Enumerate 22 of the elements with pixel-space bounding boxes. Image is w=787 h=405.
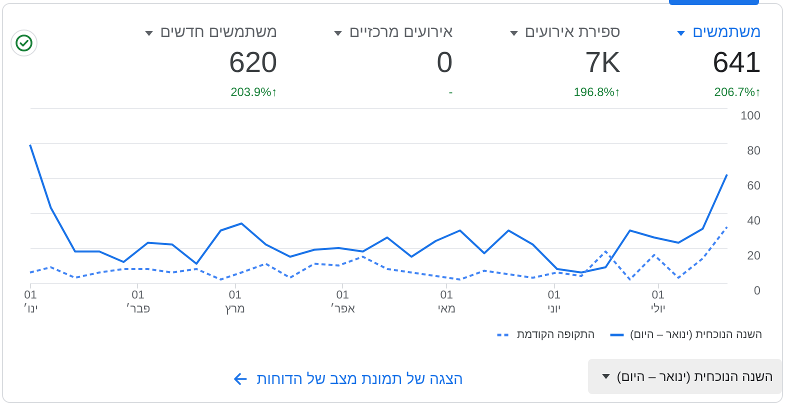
category-label: ספירת אירועים — [524, 23, 620, 43]
text: 206.7%↑ — [714, 84, 761, 100]
text: 620 — [228, 47, 278, 79]
dropdown-field: השנה הנוכחית (ינואר – היום) — [588, 359, 782, 394]
category-label: משתמשים חדשים — [160, 23, 278, 43]
text: 641 — [712, 47, 761, 79]
category-label: משתמשים — [692, 23, 761, 43]
y-tick-label: 0 — [754, 284, 761, 298]
text: 0 — [436, 47, 453, 79]
text: 196.8%↑ — [574, 84, 620, 100]
legend-label: השנה הנוכחית (ינואר – היום) — [630, 329, 762, 341]
y-tick-label: 80 — [747, 144, 761, 158]
text: הצגה של תמונת מצב של הדוחות — [256, 370, 463, 388]
text: 7K — [584, 47, 620, 79]
y-tick-label: 60 — [747, 178, 761, 192]
text: 203.9%↑ — [230, 84, 278, 100]
y-tick-label: 100 — [740, 108, 761, 122]
category-label: אירועים מרכזיים — [349, 23, 453, 43]
y-tick-label: 20 — [747, 248, 761, 262]
y-tick-label: 40 — [747, 214, 761, 228]
text: - — [448, 84, 453, 100]
legend-label: התקופה הקודמת — [517, 329, 595, 341]
